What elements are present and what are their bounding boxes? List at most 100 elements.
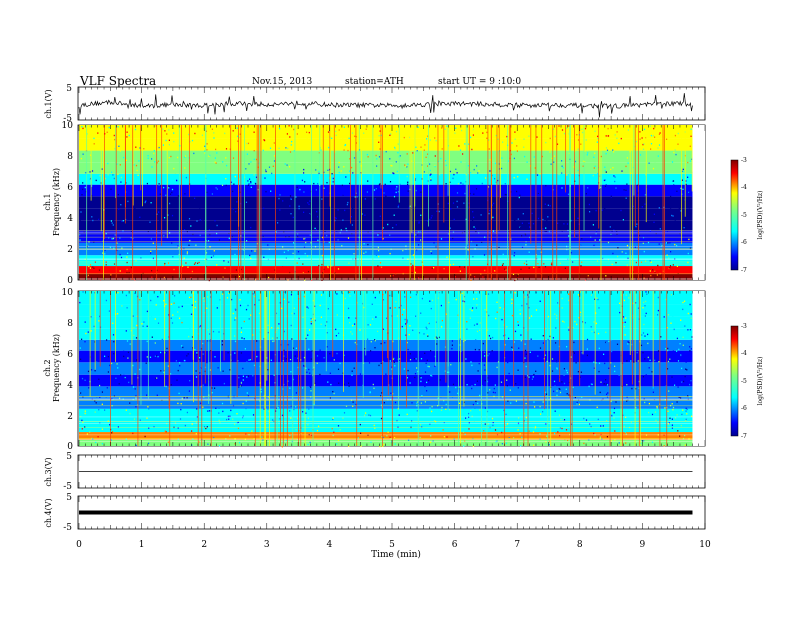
ch1-spectrogram-pixel: [545, 227, 547, 229]
ch2-spectrogram-pixel: [478, 296, 480, 298]
ch2-spectrogram-pixel: [436, 337, 438, 339]
ch1-spectrogram-pixel: [642, 143, 644, 146]
ch1-spectrogram-pixel: [469, 192, 471, 195]
ch2-spectrogram-pixel: [483, 364, 485, 366]
ch2-spectrogram-pixel: [160, 351, 162, 354]
ch2-spectrogram-pixel: [613, 407, 616, 410]
ch2-spectrogram-band: [79, 421, 693, 433]
ch2-spectrogram-pixel: [542, 411, 544, 413]
ch1-spectrogram-pixel: [406, 166, 408, 168]
ch1-spectrogram-pixel: [470, 279, 472, 281]
ch1-spectrogram-pixel: [342, 225, 344, 227]
ch2-spectrogram-pixel: [672, 409, 674, 411]
ch1-spectrogram-pixel: [566, 127, 568, 129]
ch2-spectrogram-pixel: [579, 376, 581, 378]
ch1-spectrogram-pixel: [227, 138, 229, 140]
ch2-spectrogram-pixel: [149, 356, 152, 358]
ch2-spectrogram-pixel: [207, 296, 209, 298]
ch1-spectrogram-pixel: [493, 204, 495, 206]
ch1-spectrogram-pixel: [642, 242, 644, 244]
ch2-spectrogram-pixel: [666, 425, 668, 427]
ch2-spectrogram-pixel: [206, 361, 208, 364]
ch2-spectrogram-pixel: [352, 405, 354, 407]
ch1-spectrogram-pixel: [584, 279, 587, 281]
ch1-spectrogram-pixel: [652, 125, 654, 128]
ch2-spectrogram-pixel: [271, 327, 273, 329]
ch1-spectrogram-pixel: [356, 203, 358, 206]
ch1-spectrogram-pixel: [566, 223, 569, 225]
ch2-spectrogram-pixel: [657, 350, 660, 352]
ch1-spectrogram-pixel: [303, 211, 305, 213]
ch1-spectrogram-pixel: [674, 243, 676, 246]
ch2-spectrogram-pixel: [419, 305, 421, 307]
ch2-spectrogram-pixel: [85, 353, 88, 356]
ch1-spectrogram-pixel: [523, 138, 525, 140]
ch1-spectrogram-pixel: [247, 180, 249, 182]
ch2-spectrogram-pixel: [186, 355, 188, 357]
ch2-spectrogram-pixel: [330, 383, 332, 386]
ch2-spectrogram-pixel: [249, 427, 251, 429]
ch1-spectrogram-pixel: [422, 175, 424, 177]
ch2-spectrogram-pixel: [111, 438, 113, 440]
ch1-spectrogram-pixel: [80, 157, 82, 160]
ch1-spectrogram-pixel: [403, 214, 405, 217]
x-tick-label: 2: [201, 540, 207, 550]
ch2-spectrogram-pixel: [129, 402, 131, 404]
ch2-spectrogram-pixel: [605, 341, 607, 344]
ch1-spectrogram-pixel: [549, 151, 551, 153]
ch2-spectrogram-pixel: [580, 390, 582, 392]
ch1-spectrogram-pixel: [510, 162, 512, 164]
ch1-spectrogram-pixel: [282, 266, 284, 268]
ch2-spectrogram-pixel: [389, 294, 391, 297]
ch1-spectrogram-pixel: [429, 222, 431, 224]
ch1-spectrogram-pixel: [647, 241, 650, 244]
ch2-spectrogram-pixel: [689, 383, 691, 386]
ch1-spectrogram-pixel: [366, 191, 368, 193]
ch2-spectrogram-pixel: [623, 299, 625, 302]
ch1-spectrogram-pixel: [688, 207, 690, 209]
ch1-spectrogram-pixel: [671, 214, 673, 217]
ch2-spectrogram-pixel: [487, 329, 489, 331]
ch2-spectrogram-pixel: [316, 429, 319, 432]
ch2-spectrogram-pixel: [577, 294, 580, 296]
ch2-spectrogram-pixel: [439, 433, 441, 435]
ch2-spec-ytick-10: 10: [62, 288, 74, 298]
ch2-spectrogram-pixel: [332, 419, 335, 422]
ch2-spectrogram-pixel: [577, 439, 580, 441]
ch2-spectrogram-pixel: [426, 381, 428, 384]
ch2-spectrogram-pixel: [409, 353, 411, 355]
ch1-spectrogram-pixel: [81, 194, 83, 196]
ch1-spectrogram-pixel: [164, 224, 166, 226]
ch2-spectrogram-pixel: [82, 291, 84, 293]
ch2-spectrogram-pixel: [326, 346, 328, 348]
ch1-spectrogram-pixel: [643, 143, 645, 145]
ch2-spectrogram-pixel: [449, 408, 451, 411]
ch2-spectrogram-pixel: [234, 438, 236, 440]
ch1-spectrogram-pixel: [423, 171, 425, 173]
ch1-spectrogram-pixel: [297, 205, 299, 208]
ch2-spectrogram-pixel: [405, 334, 407, 336]
ch2-spectrogram-pixel: [511, 314, 513, 317]
ch2-spectrogram-pixel: [113, 341, 115, 343]
ch2-spectrogram-pixel: [123, 350, 125, 353]
ch2-spectrogram-pixel: [681, 367, 683, 370]
ch1-spectrogram-pixel: [233, 183, 235, 185]
ch1-spectrogram-pixel: [657, 208, 659, 211]
ch2-spectrogram-pixel: [258, 299, 260, 301]
ch2-cb-tick-5: -5: [741, 378, 747, 385]
ch2-spectrogram-pixel: [107, 420, 109, 422]
ch1-spectrogram-pixel: [239, 133, 241, 135]
ch2-spectrogram-pixel: [392, 394, 395, 396]
ch2-spectrogram-pixel: [464, 348, 466, 350]
ch2-spectrogram-pixel: [676, 350, 678, 352]
ch1-spectrogram-pixel: [686, 214, 688, 217]
ch1-spectrogram-pixel: [459, 270, 461, 272]
ch2-spectrogram-pixel: [270, 336, 272, 338]
ch1-spectrogram-pixel: [190, 259, 192, 262]
ch2-spectrogram-pixel: [215, 407, 217, 409]
ch2-spectrogram-pixel: [574, 320, 576, 323]
ch2-spectrogram-pixel: [435, 321, 437, 323]
ch2-spectrogram-pixel: [368, 414, 370, 416]
ch1-spectrogram-pixel: [406, 203, 408, 205]
ch1-spectrogram-pixel: [510, 153, 512, 156]
